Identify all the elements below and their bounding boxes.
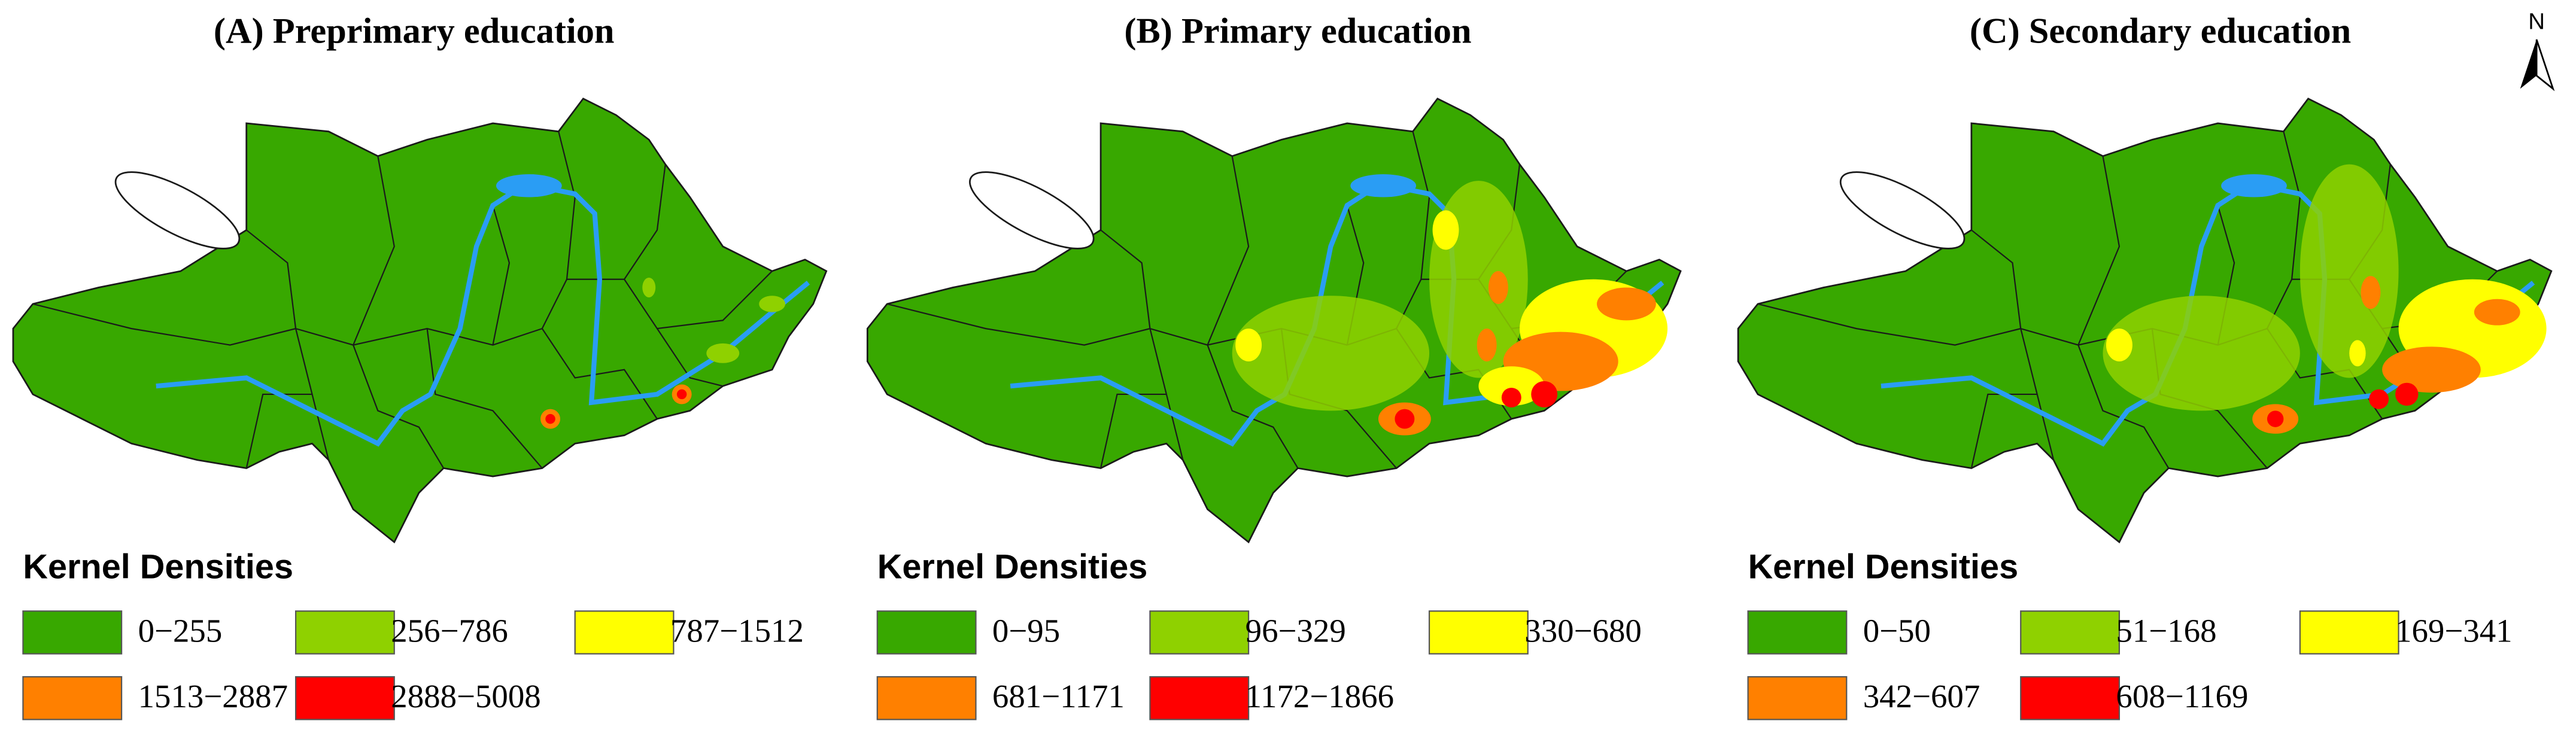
legend-title: Kernel Densities [23, 548, 293, 586]
legend-title: Kernel Densities [877, 548, 1148, 586]
legend-swatch [876, 610, 977, 655]
legend-swatch [1149, 610, 1250, 655]
hotspots [540, 278, 786, 429]
legend-swatch [1149, 676, 1250, 720]
legend-swatch [876, 676, 977, 720]
hotspots [1232, 181, 1668, 436]
legend-label: 0−50 [1863, 612, 1931, 649]
legend-swatch [1747, 676, 1848, 720]
legend-label: 51−168 [2116, 612, 2216, 649]
legend-label: 681−1171 [992, 678, 1125, 714]
map-c [1738, 99, 2551, 542]
legend-label: 169−341 [2395, 612, 2513, 649]
legend-label: 342−607 [1863, 678, 1980, 714]
north-arrow: N [2520, 9, 2555, 92]
panel-title: (C) Secondary education [1970, 11, 2351, 51]
north-label: N [2528, 9, 2545, 35]
map-a [13, 99, 827, 542]
legend-swatch [2299, 610, 2399, 655]
legend-label: 1513−2887 [138, 678, 288, 714]
legend-swatch [294, 610, 395, 655]
legend-title: Kernel Densities [1748, 548, 2019, 586]
legend-label: 2888−5008 [391, 678, 540, 714]
legend-swatch [2020, 610, 2121, 655]
panel-title: (A) Preprimary education [214, 11, 615, 51]
map-b [867, 99, 1681, 542]
legend-swatch [1428, 610, 1529, 655]
legend-swatch [574, 610, 675, 655]
legend-label: 330−680 [1524, 612, 1642, 649]
legend-label: 96−329 [1246, 612, 1346, 649]
panel-title: (B) Primary education [1124, 11, 1471, 51]
legend-swatch [2020, 676, 2121, 720]
legend-swatch [22, 610, 123, 655]
legend-label: 1172−1866 [1246, 678, 1394, 714]
legend-swatch [294, 676, 395, 720]
legend-label: 0−95 [992, 612, 1060, 649]
hotspots [2103, 164, 2547, 434]
legend-label: 787−1512 [670, 612, 804, 649]
legend-swatch [22, 676, 123, 720]
legend-label: 256−786 [391, 612, 508, 649]
basemap [13, 99, 827, 542]
legend-label: 608−1169 [2116, 678, 2248, 714]
legend-swatch [1747, 610, 1848, 655]
legend-label: 0−255 [138, 612, 223, 649]
